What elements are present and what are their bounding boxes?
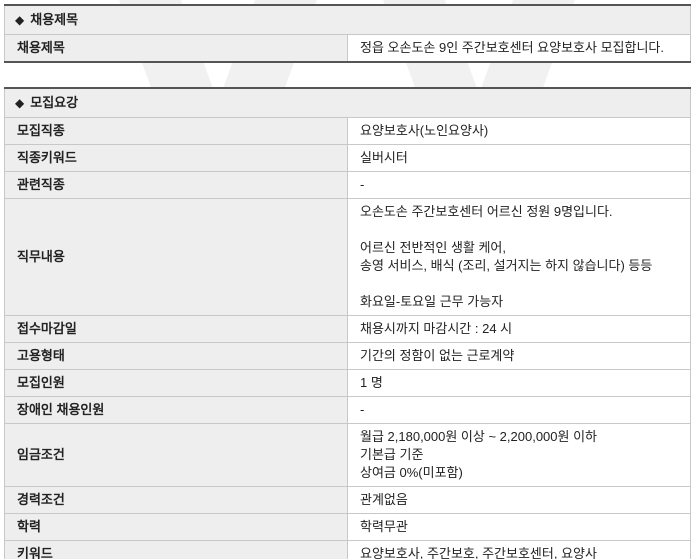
table-row: 학력 학력무관 — [4, 513, 691, 541]
field-value: - — [347, 171, 691, 199]
section-header-row: ◆ 채용제목 — [4, 4, 691, 35]
field-label: 모집인원 — [4, 369, 348, 397]
section-header-job-title: ◆ 채용제목 — [4, 4, 691, 35]
field-value: 요양보호사, 주간보호, 주간보호센터, 요양사 — [347, 540, 691, 559]
field-label: 접수마감일 — [4, 315, 348, 343]
field-value: 학력무관 — [347, 513, 691, 541]
field-label: 모집직종 — [4, 117, 348, 145]
table-row: 직무내용 오손도손 주간보호센터 어르신 정원 9명입니다. 어르신 전반적인 생… — [4, 198, 691, 316]
diamond-icon: ◆ — [15, 96, 25, 110]
field-value: 1 명 — [347, 369, 691, 397]
field-label: 관련직종 — [4, 171, 348, 199]
section-title: 채용제목 — [30, 12, 79, 27]
recruitment-rows: 모집직종 요양보호사(노인요양사) 직종키워드 실버시터 관련직종 - 직무내용 오손도손 주… — [4, 117, 691, 559]
table-row: 직종키워드 실버시터 — [4, 144, 691, 172]
table-row: 장애인 채용인원 - — [4, 396, 691, 424]
diamond-icon: ◆ — [15, 13, 25, 27]
section-header-row: ◆ 모집요강 — [4, 87, 691, 118]
field-label: 키워드 — [4, 540, 348, 559]
field-label: 채용제목 — [4, 34, 348, 63]
field-value: 채용시까지 마감시간 : 24 시 — [347, 315, 691, 343]
job-title-table: ◆ 채용제목 채용제목 정읍 오손도손 9인 주간보호센터 요양보호사 모집합니다. — [4, 4, 691, 63]
field-label: 직무내용 — [4, 198, 348, 316]
field-value: 월급 2,180,000원 이상 ~ 2,200,000원 이하 기본급 기준 … — [347, 423, 691, 487]
field-value: 요양보호사(노인요양사) — [347, 117, 691, 145]
table-row: 접수마감일 채용시까지 마감시간 : 24 시 — [4, 315, 691, 343]
section-title: 모집요강 — [30, 95, 79, 110]
table-row: 경력조건 관계없음 — [4, 486, 691, 514]
field-value: 오손도손 주간보호센터 어르신 정원 9명입니다. 어르신 전반적인 생활 케어… — [347, 198, 691, 316]
field-value: - — [347, 396, 691, 424]
field-label: 학력 — [4, 513, 348, 541]
table-row: 모집인원 1 명 — [4, 369, 691, 397]
field-value: 실버시터 — [347, 144, 691, 172]
field-value: 기간의 정함이 없는 근로계약 — [347, 342, 691, 370]
table-row: 채용제목 정읍 오손도손 9인 주간보호센터 요양보호사 모집합니다. — [4, 34, 691, 63]
table-row: 키워드 요양보호사, 주간보호, 주간보호센터, 요양사 — [4, 540, 691, 559]
recruitment-details-table: ◆ 모집요강 모집직종 요양보호사(노인요양사) 직종키워드 실버시터 관련직종 - 직무내용… — [4, 87, 691, 559]
field-label: 경력조건 — [4, 486, 348, 514]
field-value: 관계없음 — [347, 486, 691, 514]
field-label: 장애인 채용인원 — [4, 396, 348, 424]
field-label: 임금조건 — [4, 423, 348, 487]
field-value: 정읍 오손도손 9인 주간보호센터 요양보호사 모집합니다. — [347, 34, 691, 63]
table-row: 고용형태 기간의 정함이 없는 근로계약 — [4, 342, 691, 370]
field-label: 고용형태 — [4, 342, 348, 370]
section-header-recruitment: ◆ 모집요강 — [4, 87, 691, 118]
table-row: 모집직종 요양보호사(노인요양사) — [4, 117, 691, 145]
job-title-rows: 채용제목 정읍 오손도손 9인 주간보호센터 요양보호사 모집합니다. — [4, 34, 691, 63]
table-row: 임금조건 월급 2,180,000원 이상 ~ 2,200,000원 이하 기본급… — [4, 423, 691, 487]
field-label: 직종키워드 — [4, 144, 348, 172]
table-row: 관련직종 - — [4, 171, 691, 199]
